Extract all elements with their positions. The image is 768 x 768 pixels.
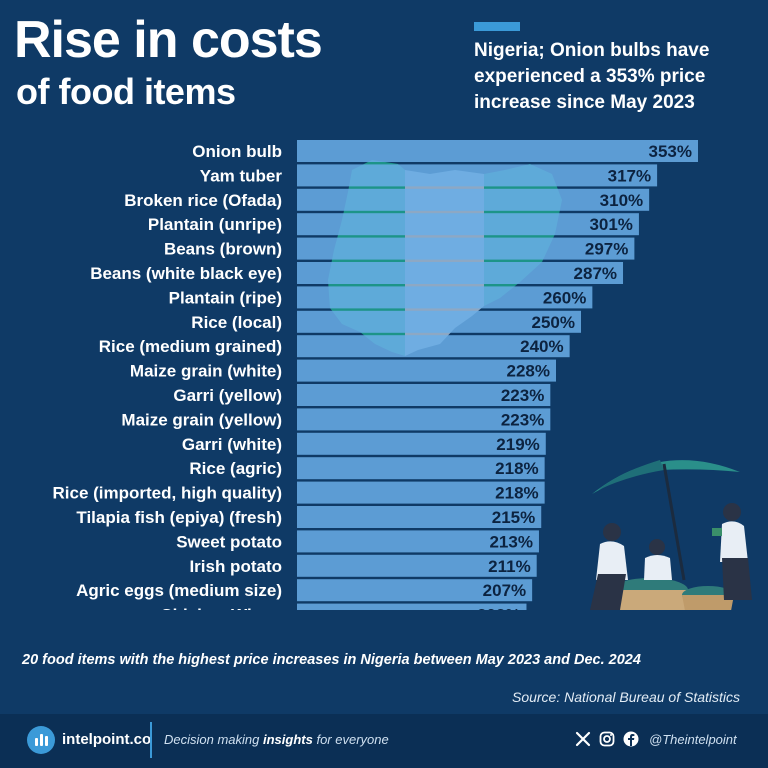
source-note: Source: National Bureau of Statistics [511, 689, 740, 705]
bar-11 [297, 408, 551, 431]
category-label: Garri (yellow) [173, 386, 282, 405]
category-label: Maize grain (white) [130, 362, 282, 381]
page-title-line2: of food items [16, 71, 236, 112]
value-label: 228% [507, 362, 550, 381]
value-label: 211% [488, 557, 531, 576]
value-label: 207% [483, 581, 526, 600]
bar-13 [297, 457, 545, 480]
value-label: 240% [520, 337, 563, 356]
value-label: 218% [495, 459, 538, 478]
category-label: Beans (white black eye) [90, 264, 282, 283]
footer: intelpoint.co Decision making insights f… [0, 714, 768, 768]
value-label: 213% [489, 532, 532, 551]
bar-chart: Onion bulb 353% Yam tuber 317% Broken rice (… [52, 140, 752, 610]
category-label: Tilapia fish (epiya) (fresh) [76, 508, 282, 527]
facebook-icon[interactable] [623, 731, 639, 747]
subtitle: Nigeria; Onion bulbs have experienced a … [474, 40, 710, 113]
value-label: 223% [501, 386, 544, 405]
category-label: Irish potato [189, 557, 282, 576]
accent-bar [474, 22, 520, 31]
bar-10 [297, 384, 551, 406]
bar-12 [297, 432, 546, 455]
category-label: Plantain (ripe) [169, 288, 282, 307]
category-label: Beans (brown) [164, 240, 282, 259]
bar-17 [297, 554, 537, 577]
category-label: Broken rice (Ofada) [124, 191, 282, 210]
footer-divider [150, 722, 152, 758]
bar-3 [297, 213, 639, 236]
bar-2 [297, 188, 650, 211]
value-label: 215% [492, 508, 535, 527]
category-label: Agric eggs (medium size) [76, 581, 282, 600]
bar-16 [297, 530, 539, 553]
category-label: Rice (agric) [189, 459, 282, 478]
bar-0 [297, 140, 698, 162]
category-label: Onion bulb [192, 142, 282, 161]
tagline-post: for everyone [312, 732, 389, 747]
tagline-bold: insights [263, 732, 313, 747]
market-illustration [590, 460, 752, 610]
tagline: Decision making insights for everyone [164, 732, 389, 747]
value-label: 301% [589, 215, 632, 234]
bar-7 [297, 310, 581, 333]
bar-19 [297, 603, 527, 610]
category-label: Garri (white) [182, 435, 282, 454]
value-label: 260% [543, 288, 586, 307]
social-links: @Theintelpoint [575, 731, 737, 747]
value-label: 287% [574, 264, 617, 283]
page-title: Rise in costs [14, 11, 323, 69]
tagline-pre: Decision making [164, 732, 263, 747]
value-label: 202% [477, 606, 520, 610]
bar-1 [297, 164, 658, 187]
bar-6 [297, 286, 593, 309]
category-label: Rice (imported, high quality) [52, 484, 282, 503]
bar-8 [297, 335, 570, 358]
category-label: Plantain (unripe) [148, 215, 282, 234]
value-label: 223% [501, 410, 544, 429]
value-label: 310% [600, 191, 643, 210]
instagram-icon[interactable] [599, 731, 615, 747]
bar-14 [297, 481, 545, 504]
intelpoint-logo-icon [27, 726, 55, 754]
bar-18 [297, 579, 533, 602]
value-label: 250% [532, 313, 575, 332]
chart-caption: 20 food items with the highest price inc… [22, 652, 641, 668]
value-label: 219% [496, 435, 539, 454]
category-label: Rice (medium grained) [99, 337, 282, 356]
value-label: 353% [649, 142, 692, 161]
category-label: Sweet potato [176, 532, 282, 551]
bar-15 [297, 506, 542, 528]
category-label: Chicken Wings [160, 606, 282, 610]
category-label: Maize grain (yellow) [121, 410, 282, 429]
value-label: 218% [495, 484, 538, 503]
category-label: Yam tuber [200, 166, 283, 185]
category-label: Rice (local) [191, 313, 282, 332]
social-handle[interactable]: @Theintelpoint [649, 731, 737, 747]
value-label: 317% [608, 166, 651, 185]
x-icon[interactable] [575, 731, 591, 747]
bar-4 [297, 237, 635, 260]
bar-5 [297, 262, 624, 284]
brand-link[interactable]: intelpoint.co [62, 731, 152, 748]
bar-9 [297, 359, 557, 382]
value-label: 297% [585, 240, 628, 259]
